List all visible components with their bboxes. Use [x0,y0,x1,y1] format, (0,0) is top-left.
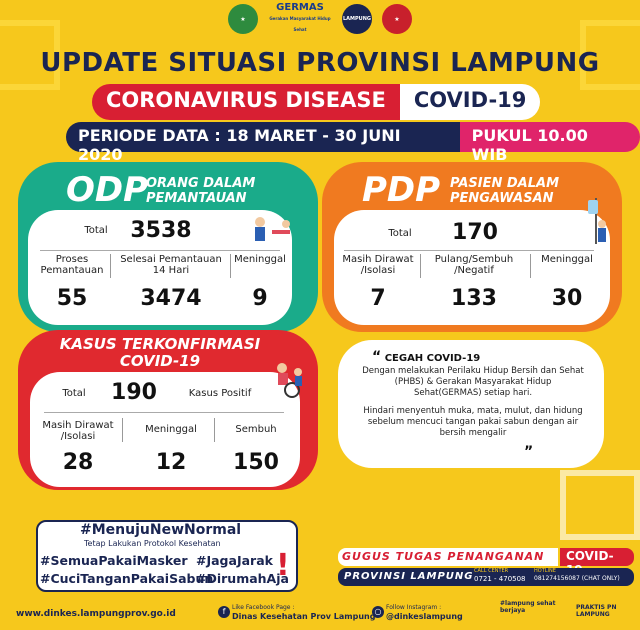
period-banner: PERIODE DATA : 18 MARET - 30 JUNI 2020 P… [66,122,640,164]
bg-pattern-topright [580,20,640,90]
task-force-title: GUGUS TUGAS PENANGANAN [342,550,545,563]
hotline-label: HOTLINE [534,568,556,574]
doctor-icon [250,214,294,244]
odp-abbr: ODP [66,170,149,210]
kasus-total-label: Total [62,388,86,399]
facebook-page[interactable]: Dinas Kesehatan Prov Lampung [232,612,376,621]
facebook-label: Like Facebook Page : [232,604,295,611]
logo-row: ★ GERMAS Gerakan Masyarakat Hidup Sehat … [0,2,640,34]
new-normal-subtitle: Tetap Lakukan Protokol Kesehatan [84,539,221,548]
odp-col1-label: Proses Pemantauan [40,254,104,276]
kasus-total-value: 190 [111,380,157,405]
lampung-province-logo: ★ [228,4,258,34]
lampung-sehat-logo: #lampung sehat berjaya [500,600,556,614]
disease-label: CORONAVIRUS DISEASE [92,84,400,120]
pdp-col3-value: 30 [551,286,583,311]
task-force-covid: COVID-19 [560,548,634,577]
warning-icon: ! [276,548,290,583]
odp-col1-value: 55 [56,286,88,311]
bg-pattern-bottomright [560,470,640,540]
instagram-label: Follow Instagram : [386,604,442,611]
odp-col-divider [110,254,111,278]
instagram-handle[interactable]: @dinkeslampung [386,612,463,621]
iv-drip-icon [584,196,608,246]
pdp-fullname: PASIEN DALAM PENGAWASAN [450,176,560,206]
germas-logo: GERMAS Gerakan Masyarakat Hidup Sehat [269,2,331,33]
odp-col3-label: Meninggal [234,254,286,265]
new-normal-title: #MenujuNewNormal [80,522,242,538]
time-label: PUKUL 10.00 WIB [459,122,640,164]
kasus-col1-value: 28 [62,450,94,475]
period-label: PERIODE DATA : 18 MARET - 30 JUNI 2020 [66,122,460,164]
pdp-col3-label: Meninggal [541,254,593,265]
covid-label: COVID-19 [399,84,541,120]
hashtag-cucitangan: #CuciTanganPakaiSabun [40,571,214,586]
pdp-col2-label: Pulang/Sembuh /Negatif [434,254,514,276]
kasus-positive-label: Kasus Positif [188,388,252,399]
pdp-col1-label: Masih Dirawat /Isolasi [342,254,414,276]
new-normal-box [36,520,298,592]
kasus-divider [44,412,284,413]
task-force-banner: GUGUS TUGAS PENANGANAN COVID-19 PROVINSI… [338,548,634,588]
odp-col-divider [230,254,231,278]
pdp-col-divider [420,254,421,278]
hashtag-masker: #SemuaPakaiMasker [40,553,188,568]
wheelchair-icon [272,362,306,398]
police-logo: LAMPUNG [342,4,372,34]
instagram-icon: ○ [372,606,384,618]
odp-divider [40,250,280,251]
website-link[interactable]: www.dinkes.lampungprov.go.id [16,609,176,619]
confirmed-stats-card [30,372,300,487]
quote-icon: “ [372,349,382,365]
disease-banner: CORONAVIRUS DISEASE COVID-19 [92,84,541,120]
hashtag-jagajarak: #JagaJarak [196,553,273,568]
odp-col3-value: 9 [252,286,268,311]
prevention-card [338,340,604,468]
odp-col2-value: 3474 [140,286,202,311]
odp-col2-label: Selesai Pemantauan 14 Hari [120,254,222,276]
prevention-title: “ CEGAH COVID-19 [372,349,481,365]
task-force-province: PROVINSI LAMPUNG [344,571,474,582]
kasus-col3-value: 150 [233,450,279,475]
pdp-col1-value: 7 [370,286,386,311]
confirmed-cases-title: KASUS TERKONFIRMASI COVID-19 [59,335,261,370]
pdp-col2-value: 133 [451,286,497,311]
pdp-col-divider [530,254,531,278]
odp-stats-card [28,210,292,325]
prevention-paragraph-2: Hindari menyentuh muka, mata, mulut, dan… [363,406,583,438]
call-center-label: CALL CENTER [474,568,509,574]
call-center-number: 0721 - 470508 [474,575,526,583]
odp-fullname: ORANG DALAM PEMANTAUAN [146,176,256,206]
hotline-number: 081274156087 (CHAT ONLY) [534,575,620,582]
pdp-abbr: PDP [362,170,441,210]
kasus-col-divider [122,418,123,442]
praktis-logo: PRAKTIS PN LAMPUNG [576,604,617,618]
page-title: UPDATE SITUASI PROVINSI LAMPUNG [40,48,600,78]
kasus-col2-label: Meninggal [145,424,197,435]
kasus-col3-label: Sembuh [235,424,277,435]
facebook-icon: f [218,606,230,618]
odp-total-label: Total [84,225,108,236]
army-logo: ★ [382,4,412,34]
pdp-stats-card [334,210,610,325]
kasus-col-divider [214,418,215,442]
pdp-total-label: Total [388,228,412,239]
pdp-divider [344,250,594,251]
hashtag-dirumahaja: #DirumahAja [196,571,289,586]
quote-close-icon: ” [524,444,534,460]
pdp-total-value: 170 [452,220,498,245]
odp-total-value: 3538 [130,218,192,243]
prevention-paragraph-1: Dengan melakukan Perilaku Hidup Bersih d… [362,366,584,398]
kasus-col1-label: Masih Dirawat /Isolasi [42,420,114,442]
kasus-col2-value: 12 [155,450,187,475]
bg-pattern-topleft [0,20,60,90]
